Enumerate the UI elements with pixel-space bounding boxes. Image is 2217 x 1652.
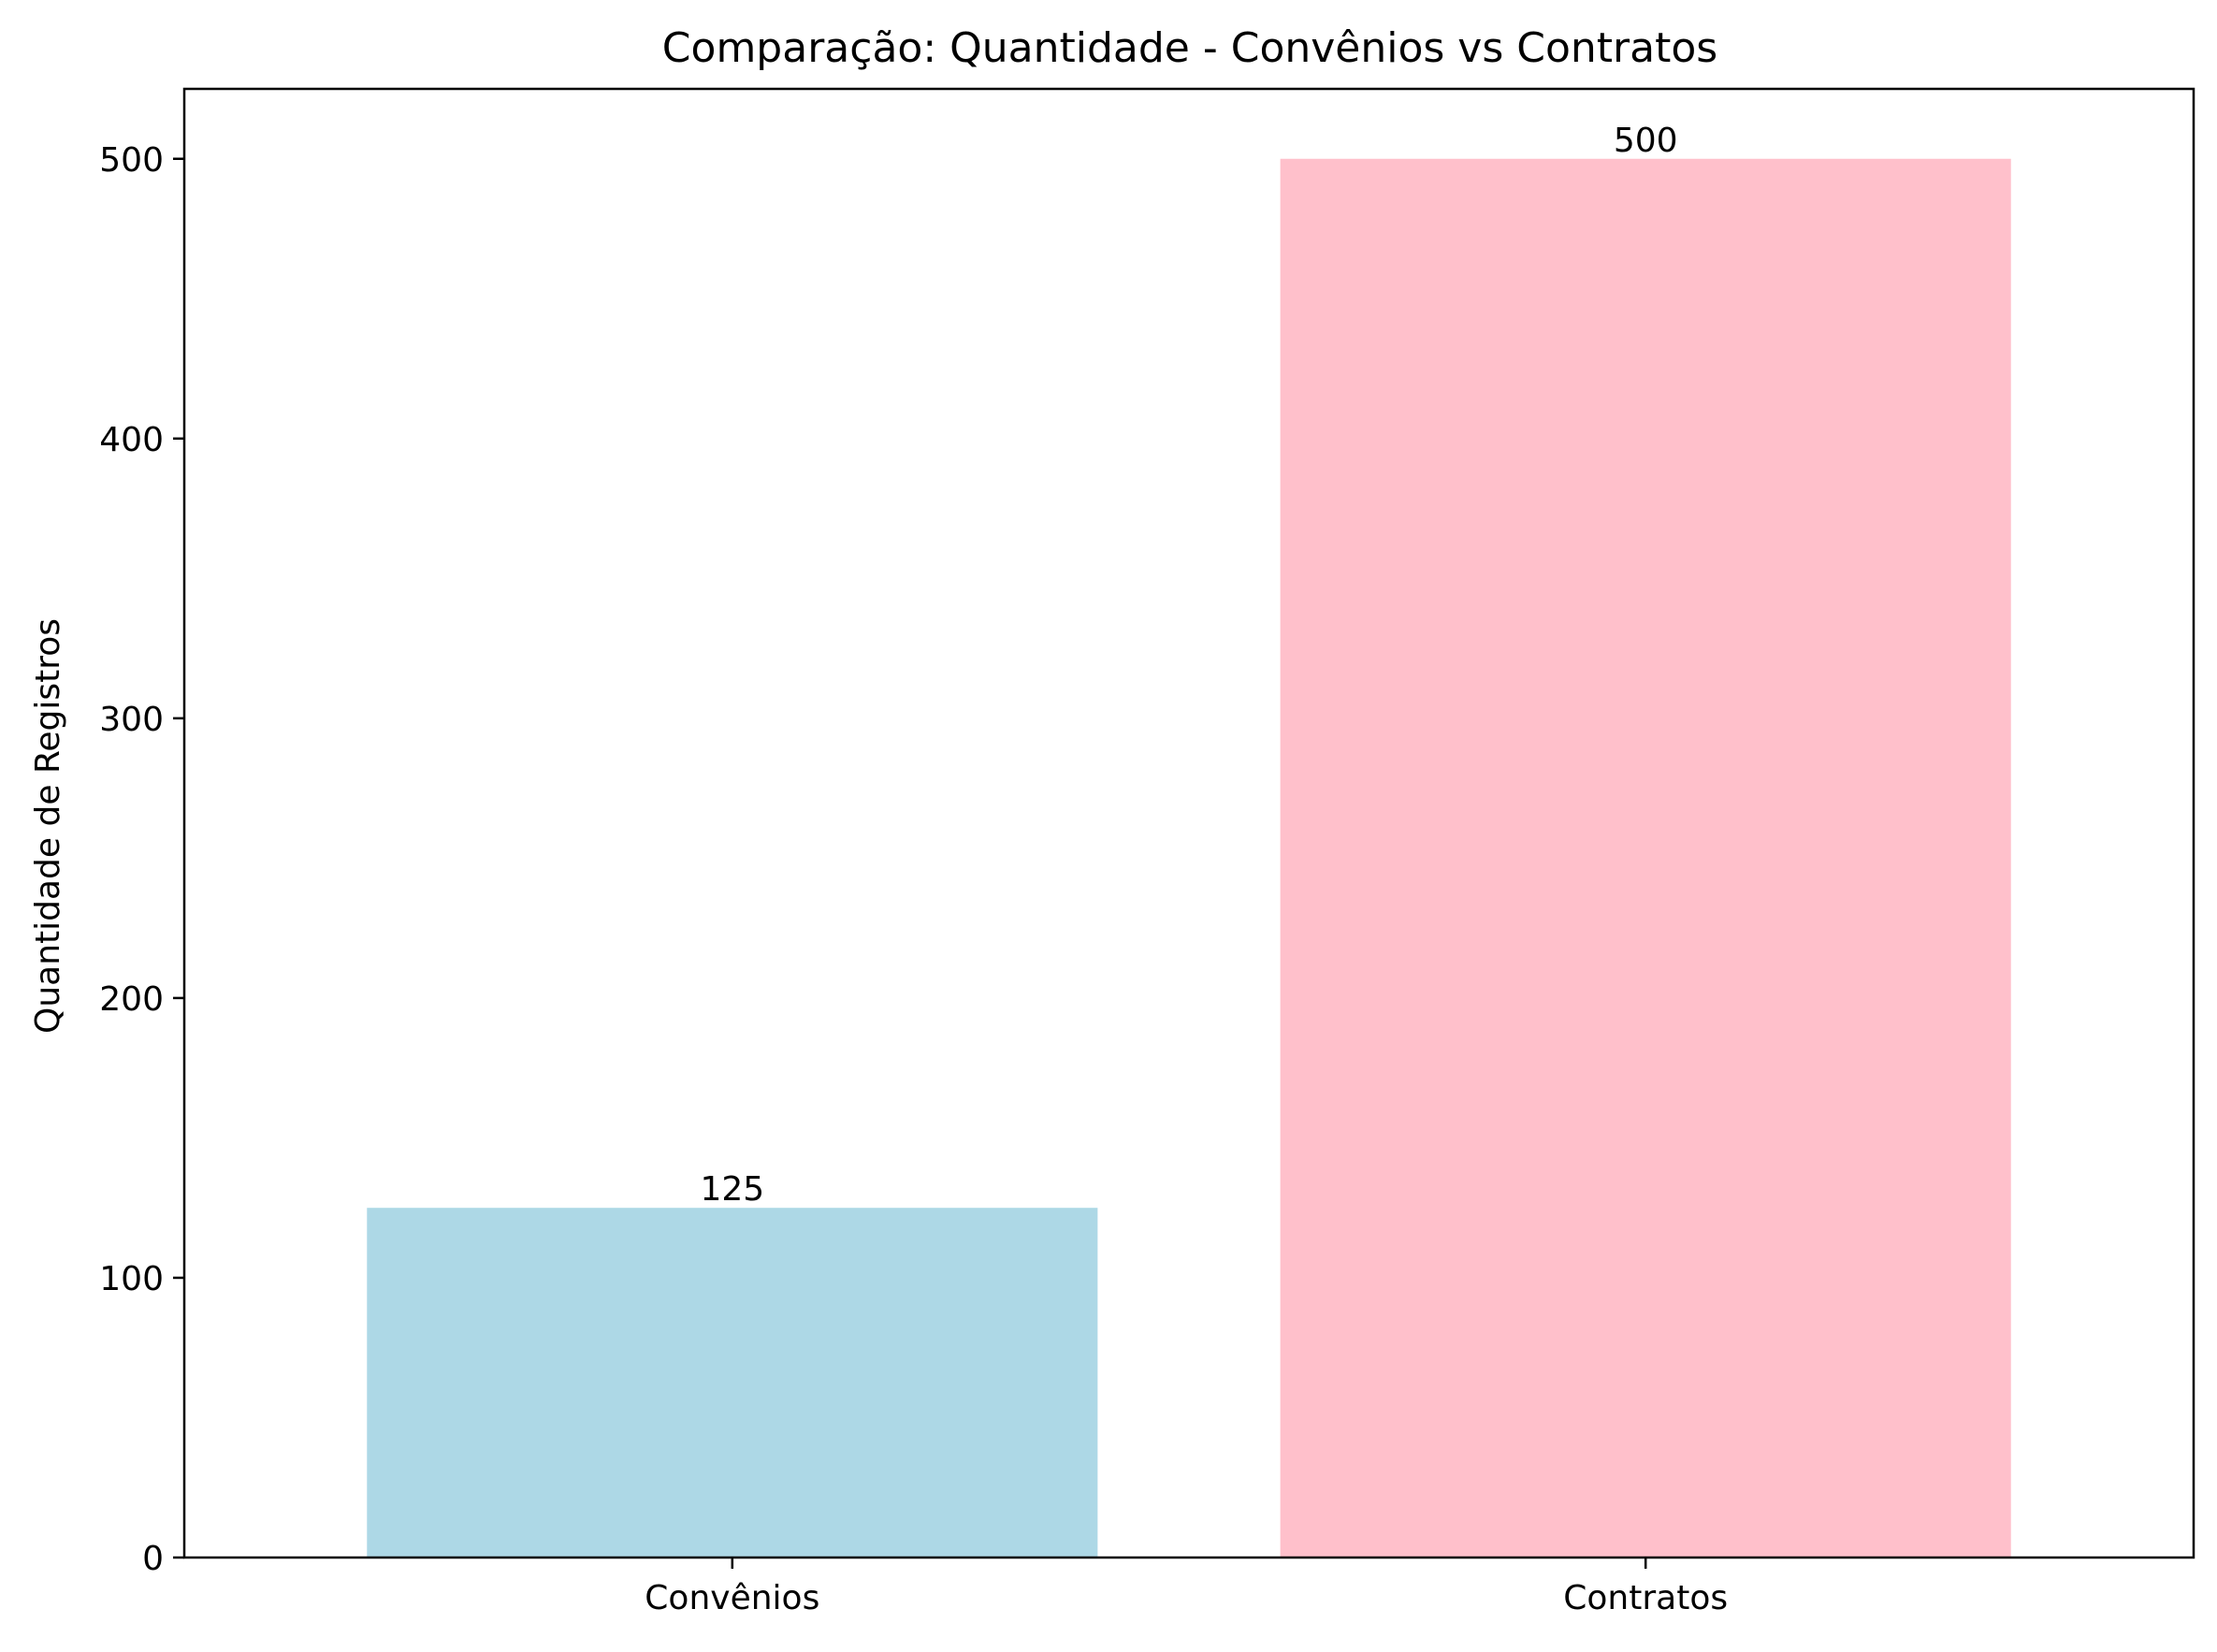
y-axis-label: Quantidade de Registros: [29, 618, 67, 1034]
plot-area-frame: [182, 87, 2195, 1559]
x-tick-label-0: Convênios: [645, 1579, 819, 1617]
bar-value-label-1: 500: [1614, 122, 1678, 160]
y-axis: 0 100 200 300 400 500: [99, 141, 184, 1578]
y-tick-label-2: 200: [99, 980, 164, 1019]
y-tick-label-1: 100: [99, 1260, 164, 1298]
y-tick-label-4: 400: [99, 421, 164, 459]
y-tick-label-5: 500: [99, 141, 164, 180]
bars-layer: [367, 158, 2011, 1558]
x-axis: Convênios Contratos: [645, 1558, 1728, 1617]
chart-title: Comparação: Quantidade - Convênios vs Co…: [662, 24, 1717, 72]
x-tick-label-1: Contratos: [1563, 1579, 1728, 1617]
bar-0: [367, 1208, 1098, 1558]
bar-value-label-0: 125: [700, 1170, 764, 1209]
y-tick-label-0: 0: [142, 1540, 164, 1578]
bar-1: [1280, 158, 2011, 1558]
y-tick-label-3: 300: [99, 701, 164, 739]
bar-value-labels: 125 500: [700, 122, 1677, 1209]
